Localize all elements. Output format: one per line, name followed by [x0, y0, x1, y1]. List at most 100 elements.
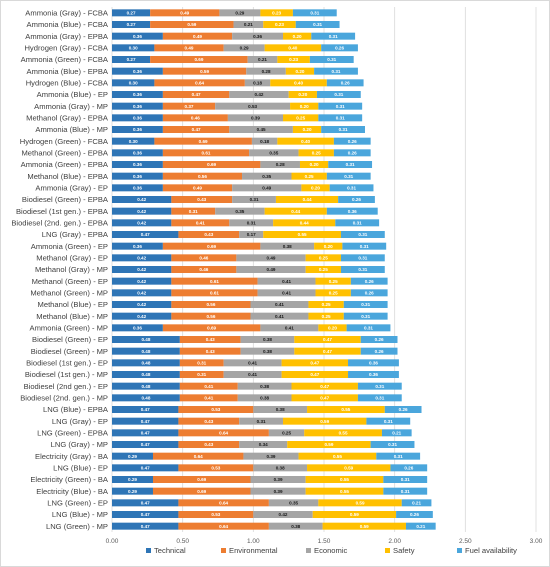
- bar-segment: [314, 67, 358, 75]
- data-label: 0.36: [133, 174, 142, 179]
- bar-segment: [335, 219, 380, 227]
- bar-segment: [390, 464, 428, 472]
- bar-segment: [257, 289, 316, 297]
- data-label: 0.64: [194, 454, 203, 459]
- category-label: Methanol (Green) - MP: [30, 288, 108, 297]
- data-label: 0.25: [305, 174, 314, 179]
- data-label: 0.30: [129, 139, 138, 144]
- data-label: 0.43: [197, 197, 206, 202]
- bar-segment: [178, 231, 240, 238]
- bar-segment: [215, 207, 265, 215]
- bar-segment: [405, 522, 436, 530]
- bar-segment: [288, 91, 317, 98]
- bar-segment: [162, 172, 243, 180]
- bar-segment: [250, 301, 309, 308]
- bar-segment: [295, 21, 340, 28]
- data-label: 0.20: [293, 34, 302, 39]
- data-label: 0.29: [128, 454, 137, 459]
- category-label: Ammonia (Blue) - MP: [35, 125, 108, 134]
- data-label: 0.25: [322, 302, 331, 307]
- data-label: 0.18: [253, 80, 262, 85]
- data-label: 0.38: [260, 384, 269, 389]
- bar-segment: [340, 266, 385, 273]
- data-label: 0.35: [289, 500, 298, 505]
- bar-segment: [112, 394, 180, 402]
- legend-swatch: [306, 548, 311, 553]
- data-label: 0.31: [360, 244, 369, 249]
- bar-segment: [223, 359, 282, 367]
- bar-segment: [283, 114, 319, 122]
- data-label: 0.31: [375, 395, 384, 400]
- data-label: 0.36: [133, 150, 142, 155]
- bar-segment: [154, 44, 224, 52]
- data-label: 0.56: [198, 174, 207, 179]
- bar-segment: [264, 207, 327, 215]
- bar-segment: [171, 312, 251, 320]
- category-label: Methanol (Gray) - EPBA: [26, 113, 109, 122]
- data-label: 0.31: [353, 220, 362, 225]
- legend-item: Economic: [306, 546, 348, 555]
- bar-segment: [219, 9, 261, 17]
- bar-segment: [178, 522, 269, 530]
- data-label: 0.47: [141, 407, 150, 412]
- bar-segment: [112, 417, 179, 425]
- bar-segment: [275, 196, 339, 203]
- bar-segment: [243, 452, 299, 460]
- data-label: 0.35: [269, 150, 278, 155]
- bar-segment: [179, 382, 238, 390]
- bar-segment: [112, 254, 172, 262]
- data-label: 0.41: [282, 290, 291, 295]
- bar-segment: [232, 32, 284, 40]
- data-label: 0.29: [240, 45, 249, 50]
- category-label: Electricity (Blue) - BA: [36, 487, 109, 496]
- data-label: 0.38: [276, 407, 285, 412]
- data-label: 0.42: [137, 279, 146, 284]
- bar-segment: [112, 266, 172, 273]
- bar-segment: [291, 394, 358, 402]
- data-label: 0.36: [133, 325, 142, 330]
- bar-segment: [251, 137, 278, 145]
- bar-segment: [376, 452, 421, 460]
- data-label: 0.27: [127, 57, 136, 62]
- data-label: 0.42: [255, 92, 264, 97]
- bar-segment: [294, 347, 361, 355]
- data-label: 0.20: [298, 92, 307, 97]
- data-label: 0.30: [129, 45, 138, 50]
- bar-segment: [112, 219, 172, 227]
- bar-segment: [264, 44, 322, 52]
- data-label: 0.38: [291, 524, 300, 529]
- bar-segment: [283, 32, 312, 40]
- bar-segment: [281, 371, 349, 378]
- data-label: 0.59: [320, 419, 329, 424]
- bar-segment: [179, 336, 241, 343]
- data-label: 0.69: [207, 162, 216, 167]
- data-label: 0.46: [191, 115, 200, 120]
- data-label: 0.25: [319, 267, 328, 272]
- bar-segment: [250, 312, 309, 320]
- data-label: 0.26: [365, 279, 374, 284]
- data-label: 0.35: [262, 174, 271, 179]
- bar-segment: [112, 371, 180, 378]
- bar-segment: [178, 511, 254, 518]
- data-label: 0.59: [187, 22, 196, 27]
- bar-segment: [244, 79, 271, 87]
- bar-segment: [112, 312, 172, 320]
- data-label: 0.23: [275, 22, 284, 27]
- data-label: 0.47: [323, 349, 332, 354]
- data-label: 0.47: [141, 524, 150, 529]
- data-label: 0.31: [189, 209, 198, 214]
- data-label: 0.36: [133, 244, 142, 249]
- data-label: 0.31: [358, 255, 367, 260]
- data-label: 0.49: [193, 34, 202, 39]
- data-label: 0.26: [399, 407, 408, 412]
- category-label: Ammonia (Blue) - EPBA: [27, 67, 109, 76]
- bar-segment: [322, 522, 406, 530]
- data-label: 0.41: [285, 325, 294, 330]
- data-label: 0.61: [210, 279, 219, 284]
- bar-segment: [162, 242, 261, 250]
- bar-segment: [162, 324, 261, 332]
- bar-segment: [260, 242, 315, 250]
- bar-segment: [112, 499, 179, 507]
- x-tick-label: 0.00: [106, 538, 119, 545]
- bar-segment: [178, 417, 240, 425]
